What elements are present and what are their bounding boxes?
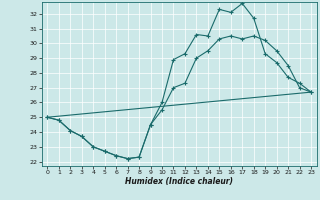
X-axis label: Humidex (Indice chaleur): Humidex (Indice chaleur) xyxy=(125,177,233,186)
